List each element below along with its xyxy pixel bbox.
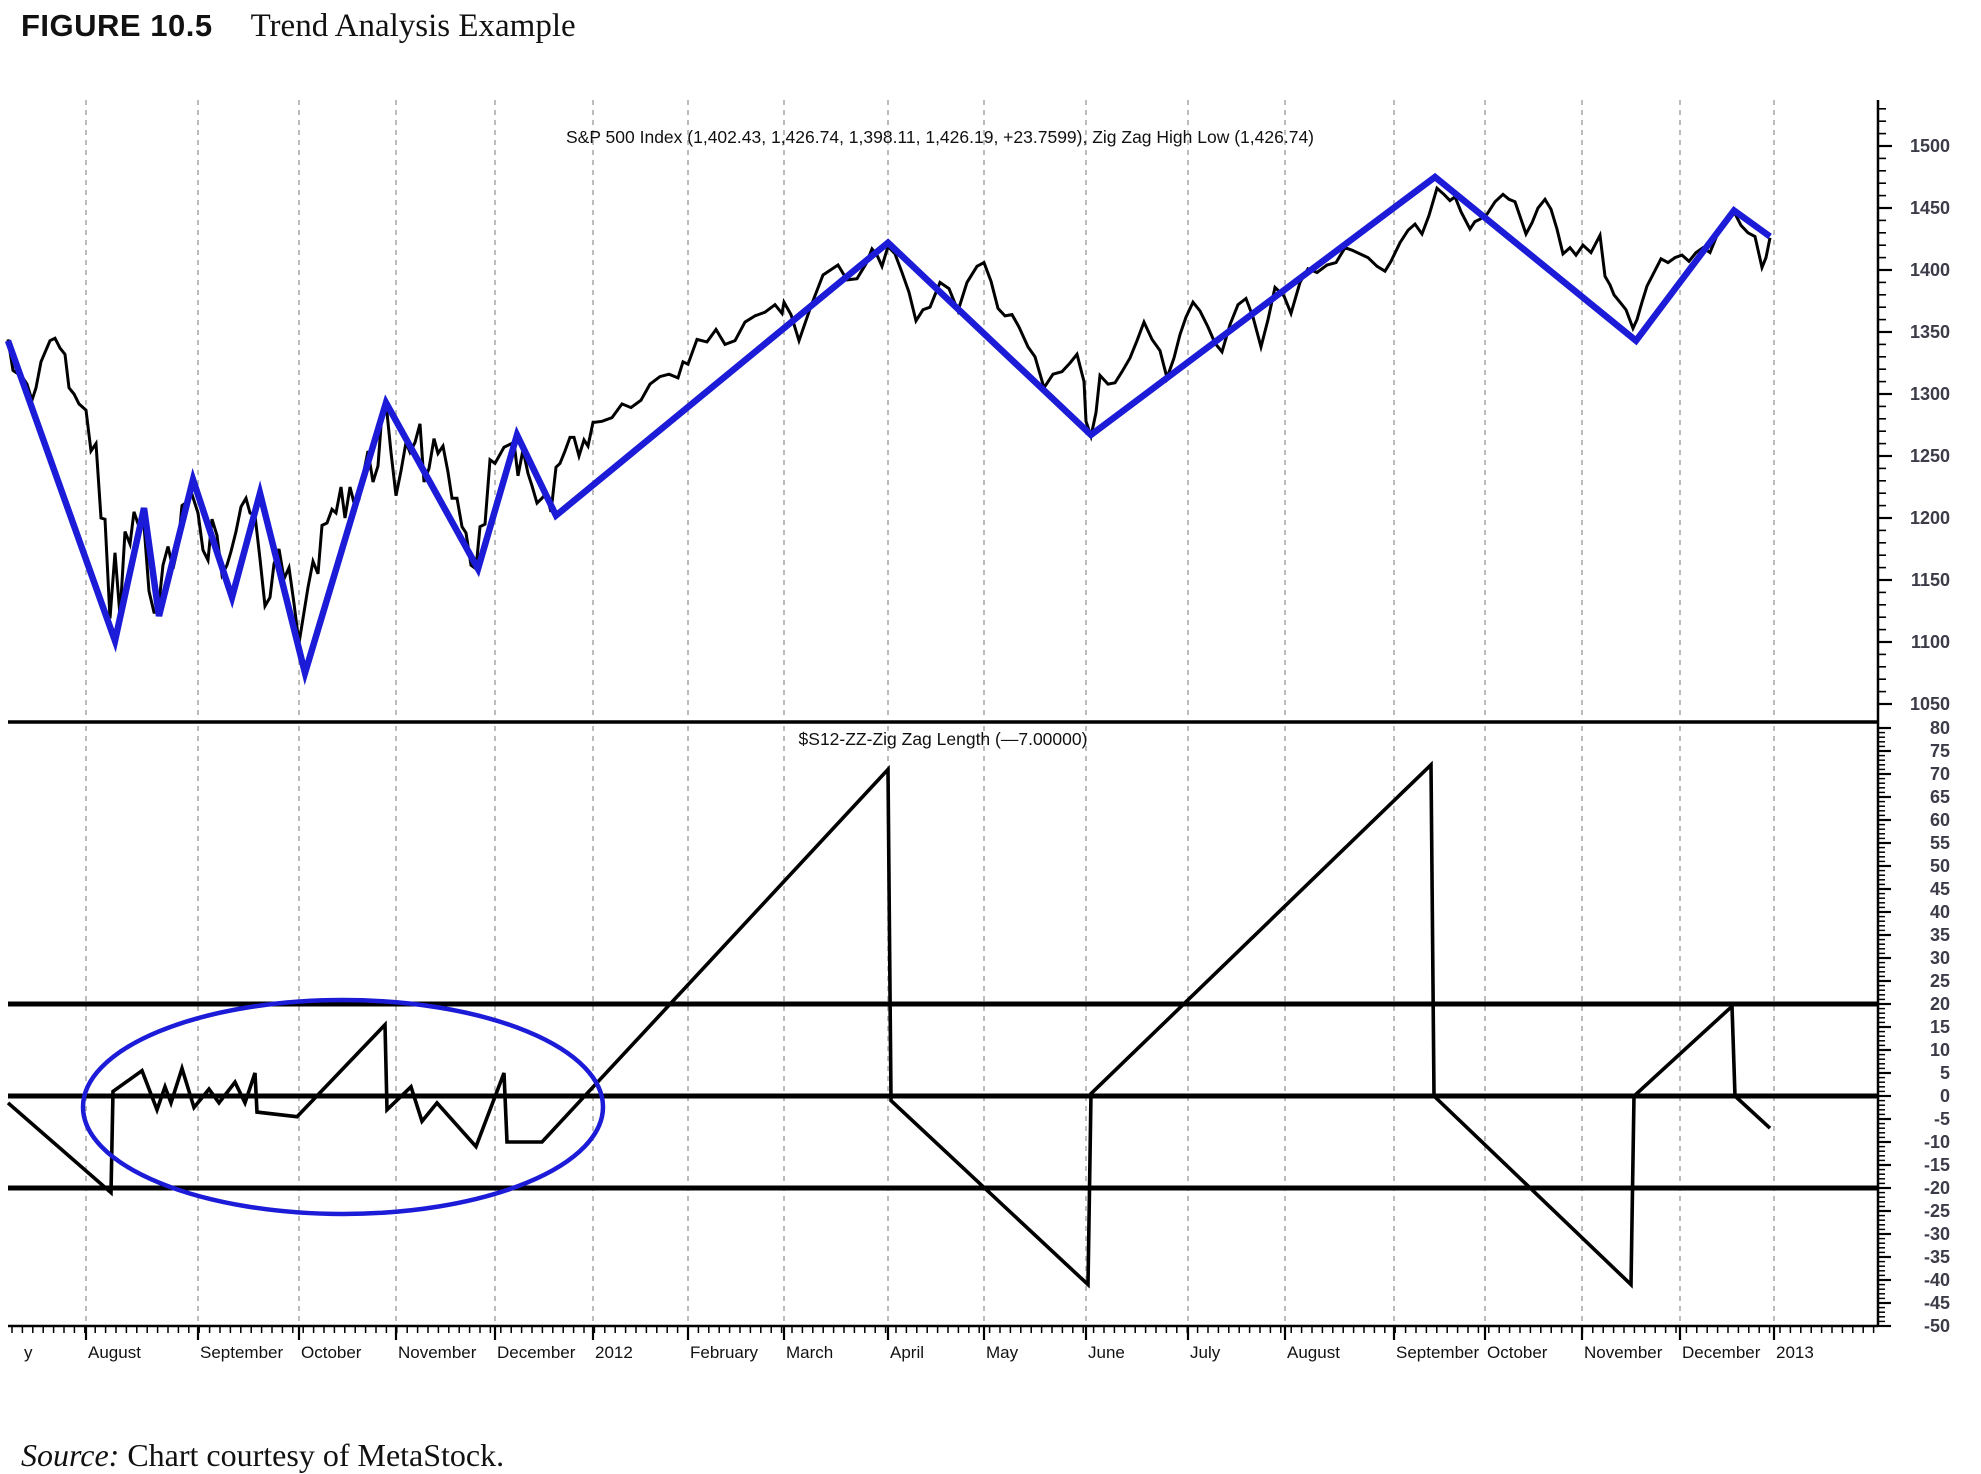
x-axis-label: November	[398, 1343, 477, 1362]
indicator-axis-label: 40	[1930, 902, 1950, 922]
x-axis-label: September	[200, 1343, 283, 1362]
indicator-axis-label: -15	[1924, 1155, 1950, 1175]
indicator-axis-label: 35	[1930, 925, 1950, 945]
x-axis-label: August	[1287, 1343, 1340, 1362]
x-axis-label: December	[1682, 1343, 1761, 1362]
source-note: Source: Chart courtesy of MetaStock.	[21, 1437, 504, 1474]
indicator-axis-label: -25	[1924, 1201, 1950, 1221]
x-axis-label: June	[1088, 1343, 1125, 1362]
x-axis-label: 2013	[1776, 1343, 1814, 1362]
indicator-axis-label: 50	[1930, 856, 1950, 876]
indicator-axis-label: 45	[1930, 879, 1950, 899]
price-line	[6, 185, 1772, 644]
x-axis-label: September	[1396, 1343, 1479, 1362]
indicator-axis-label: -40	[1924, 1270, 1950, 1290]
indicator-axis-label: 60	[1930, 810, 1950, 830]
indicator-axis-label: 75	[1930, 741, 1950, 761]
chart-canvas: 1500145014001350130012501200115011001050…	[4, 100, 1950, 1362]
x-axis-label: March	[786, 1343, 833, 1362]
x-axis-label: December	[497, 1343, 576, 1362]
price-axis-label: 1500	[1910, 136, 1950, 156]
indicator-axis-label: 55	[1930, 833, 1950, 853]
indicator-axis-label: -10	[1924, 1132, 1950, 1152]
indicator-axis-label: -50	[1924, 1316, 1950, 1336]
price-axis-label: 1200	[1910, 508, 1950, 528]
x-axis-label: November	[1584, 1343, 1663, 1362]
zigzag-length-line	[6, 760, 1772, 1289]
figure-label: FIGURE 10.5	[21, 8, 213, 43]
indicator-axis-label: -20	[1924, 1178, 1950, 1198]
price-panel-title: S&P 500 Index (1,402.43, 1,426.74, 1,398…	[566, 127, 1314, 147]
indicator-axis-label: 70	[1930, 764, 1950, 784]
annotation-ellipse	[80, 997, 606, 1217]
indicator-axis-label: 25	[1930, 971, 1950, 991]
x-axis-label: May	[986, 1343, 1019, 1362]
indicator-axis-label: 30	[1930, 948, 1950, 968]
price-axis-label: 1400	[1910, 260, 1950, 280]
price-axis-label: 1350	[1910, 322, 1950, 342]
indicator-axis-label: 15	[1930, 1017, 1950, 1037]
source-text: Chart courtesy of MetaStock.	[119, 1437, 505, 1473]
figure-title: Trend Analysis Example	[250, 8, 576, 44]
price-axis-label: 1100	[1911, 632, 1950, 652]
indicator-axis-label: 0	[1940, 1086, 1950, 1106]
indicator-axis-label: -35	[1924, 1247, 1950, 1267]
x-axis-label: y	[24, 1343, 33, 1362]
price-axis-label: 1300	[1910, 384, 1950, 404]
price-axis-label: 1050	[1910, 694, 1950, 714]
indicator-axis-label: 5	[1940, 1063, 1950, 1083]
x-axis-label: July	[1190, 1343, 1221, 1362]
indicator-axis-label: 20	[1930, 994, 1950, 1014]
x-axis-label: October	[301, 1343, 362, 1362]
indicator-axis-label: -45	[1924, 1293, 1950, 1313]
indicator-axis-label: 65	[1930, 787, 1950, 807]
indicator-axis-label: -5	[1934, 1109, 1950, 1129]
price-axis-label: 1250	[1910, 446, 1950, 466]
indicator-panel-title: $S12-ZZ-Zig Zag Length (—7.00000)	[799, 729, 1088, 749]
price-axis-label: 1450	[1910, 198, 1950, 218]
x-axis-label: 2012	[595, 1343, 633, 1362]
x-axis-label: April	[890, 1343, 924, 1362]
x-axis-label: August	[88, 1343, 141, 1362]
x-axis-label: October	[1487, 1343, 1548, 1362]
figure-header: FIGURE 10.5 Trend Analysis Example	[21, 8, 576, 45]
x-axis-label: February	[690, 1343, 759, 1362]
price-axis-label: 1150	[1911, 570, 1950, 590]
indicator-axis-label: 80	[1930, 718, 1950, 738]
indicator-axis-label: -30	[1924, 1224, 1950, 1244]
zigzag-overlay-line	[4, 172, 1772, 686]
source-prefix: Source:	[21, 1437, 120, 1473]
indicator-axis-label: 10	[1930, 1040, 1950, 1060]
